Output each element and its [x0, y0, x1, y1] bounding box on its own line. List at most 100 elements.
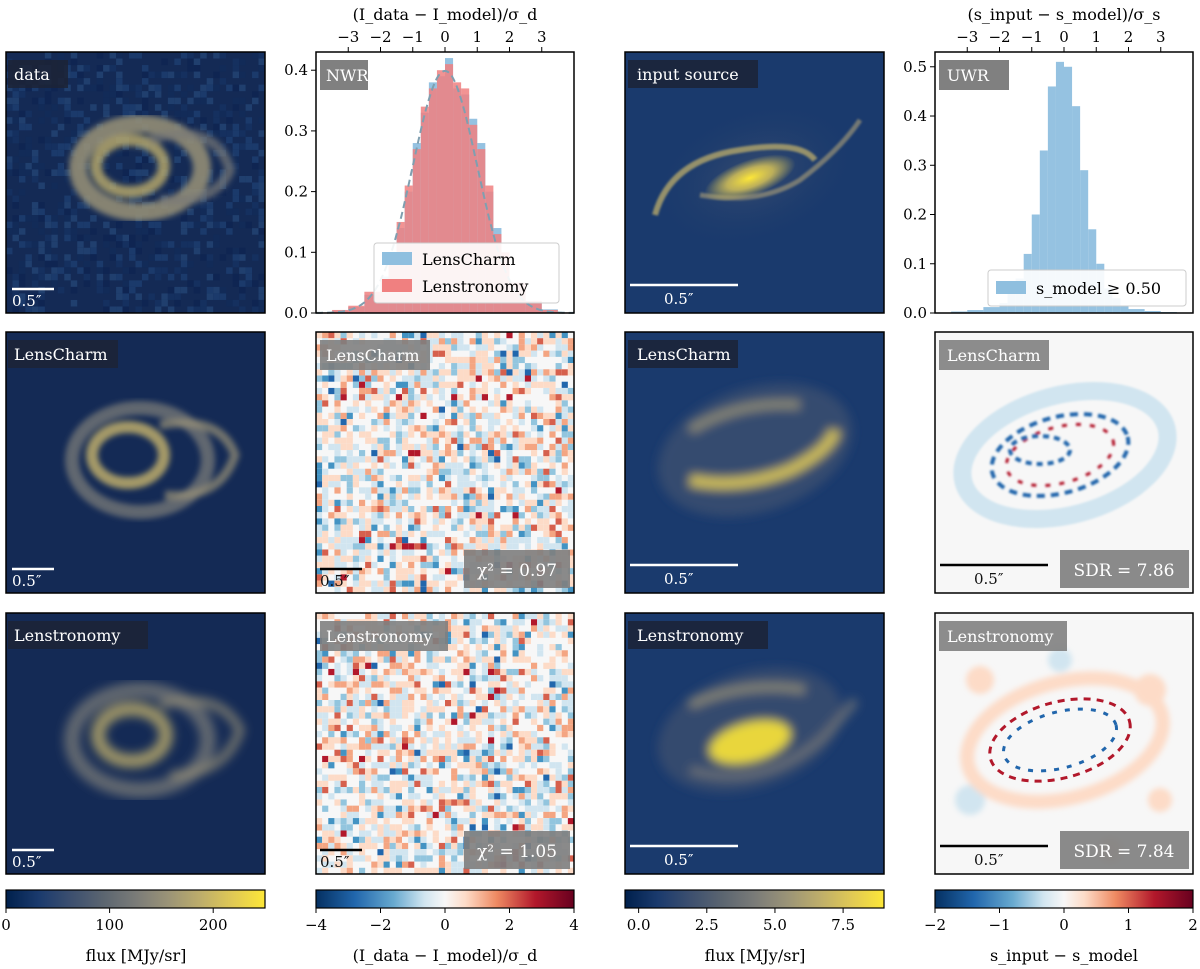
residual-pixel [457, 849, 464, 856]
residual-pixel [524, 799, 531, 806]
residual-pixel [438, 450, 445, 457]
residual-pixel [408, 543, 415, 550]
residual-pixel [494, 387, 501, 395]
residual-pixel [494, 787, 501, 794]
residual-pixel [432, 793, 439, 800]
residual-pixel [420, 613, 427, 620]
residual-pixel [549, 468, 556, 475]
residual-pixel [389, 755, 396, 763]
residual-pixel [445, 818, 452, 825]
residual-pixel [334, 450, 341, 457]
residual-pixel [500, 693, 507, 700]
residual-pixel [561, 824, 568, 831]
noise-pixel [38, 215, 45, 222]
residual-pixel [334, 412, 341, 419]
residual-pixel [377, 493, 384, 500]
noise-pixel [129, 254, 136, 261]
residual-pixel [561, 338, 568, 345]
noise-pixel [206, 241, 214, 248]
residual-pixel [352, 425, 359, 432]
residual-pixel [359, 855, 366, 862]
residual-pixel [420, 412, 427, 419]
residual-pixel [340, 693, 347, 700]
residual-pixel [402, 656, 409, 663]
residual-pixel [506, 499, 513, 506]
residual-pixel [371, 499, 378, 506]
residual-pixel [469, 512, 476, 519]
residual-pixel [500, 356, 507, 364]
residual-pixel [537, 755, 544, 763]
residual-pixel [537, 743, 544, 750]
noise-pixel [6, 104, 13, 111]
residual-pixel [555, 387, 562, 395]
noise-pixel [206, 84, 214, 92]
residual-pixel [457, 700, 464, 707]
residual-pixel [555, 818, 562, 825]
residual-pixel [512, 487, 519, 494]
residual-pixel [500, 431, 507, 438]
noise-pixel [70, 143, 78, 150]
residual-pixel [365, 724, 372, 732]
residual-pixel [352, 518, 359, 525]
residual-pixel [500, 656, 507, 663]
residual-pixel [463, 762, 470, 769]
residual-pixel [481, 350, 488, 357]
colorbar-label: flux [MJy/sr] [86, 946, 187, 965]
residual-pixel [383, 456, 390, 463]
residual-pixel [469, 394, 476, 401]
residual-pixel [488, 363, 495, 370]
residual-pixel [352, 712, 359, 719]
residual-pixel [340, 425, 347, 432]
residual-pixel [359, 574, 366, 581]
residual-pixel [469, 737, 476, 744]
residual-pixel [561, 650, 568, 657]
residual-pixel [402, 462, 409, 469]
residual-pixel [451, 406, 458, 413]
noise-pixel [12, 169, 19, 176]
residual-pixel [438, 462, 445, 469]
noise-pixel [206, 202, 214, 209]
residual-pixel [463, 369, 470, 376]
residual-pixel [365, 456, 372, 463]
model-ring [65, 401, 240, 519]
noise-pixel [193, 202, 201, 209]
residual-pixel [316, 662, 323, 669]
noise-pixel [135, 280, 142, 287]
noise-pixel [57, 169, 65, 176]
noise-pixel [154, 267, 162, 274]
residual-pixel [561, 344, 568, 351]
colorbar-tick-label: 2 [1188, 916, 1198, 934]
residual-pixel [365, 493, 372, 500]
residual-pixel [316, 437, 323, 444]
residual-pixel [469, 681, 476, 688]
noise-pixel [51, 169, 58, 176]
residual-pixel [371, 487, 378, 494]
residual-pixel [549, 543, 556, 550]
residual-pixel [481, 530, 488, 538]
residual-pixel [555, 338, 562, 345]
residual-pixel [383, 805, 390, 812]
noise-pixel [206, 306, 214, 314]
residual-pixel [377, 580, 384, 587]
noise-pixel [116, 293, 123, 300]
residual-pixel [402, 375, 409, 382]
residual-pixel [359, 818, 366, 825]
residual-pixel [457, 668, 464, 676]
residual-pixel [395, 450, 402, 457]
residual-pixel [567, 568, 574, 575]
uwr-top-axis-label: (s_input − s_model)/σ_s [967, 5, 1160, 24]
residual-pixel [402, 574, 409, 581]
residual-pixel [500, 743, 507, 750]
residual-pixel [445, 867, 452, 874]
residual-pixel [567, 344, 574, 351]
noise-pixel [116, 78, 123, 85]
residual-pixel [359, 849, 366, 856]
residual-pixel [371, 474, 378, 482]
residual-pixel [494, 350, 501, 357]
residual-pixel [531, 737, 538, 744]
residual-pixel [469, 780, 476, 787]
noise-pixel [167, 104, 175, 111]
residual-pixel [555, 512, 562, 519]
residual-pixel [451, 644, 458, 651]
residual-pixel [457, 799, 464, 806]
